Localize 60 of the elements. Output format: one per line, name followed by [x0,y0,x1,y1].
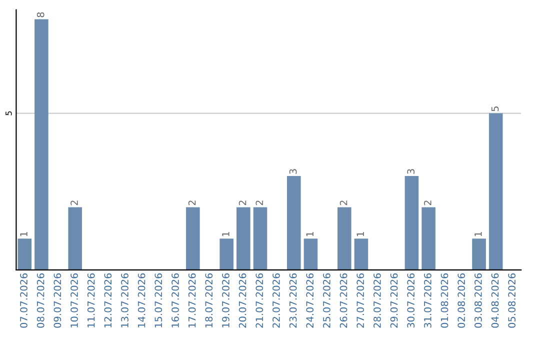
x-tick-label: 21.07.2026 [256,273,264,328]
bar [220,238,234,270]
x-tick-label: 11.07.2026 [87,273,95,328]
x-tick-label: 07.07.2026 [20,273,28,328]
data-label: 1 [474,232,482,236]
bar [68,207,82,270]
bar [34,19,48,270]
x-tick-label: 08.07.2026 [36,273,44,328]
x-tick-label: 26.07.2026 [340,273,348,328]
x-tick-label: 22.07.2026 [272,273,280,328]
data-label: 5 [491,106,499,112]
x-tick-label: 20.07.2026 [238,273,246,328]
x-tick-label: 16.07.2026 [172,273,179,328]
x-tick-label: 12.07.2026 [104,273,112,328]
x-tick-label: 13.07.2026 [121,273,128,328]
x-tick-label: 01.08.2026 [440,273,448,328]
x-tick-label: 28.07.2026 [374,273,381,328]
data-label: 2 [188,200,196,206]
bar [472,238,486,270]
x-tick-label: 15.07.2026 [154,273,162,328]
x-tick-label: 25.07.2026 [323,273,330,328]
bar [236,207,250,270]
data-label: 2 [424,200,432,206]
bar [304,238,318,270]
data-label: 1 [356,232,364,236]
data-label: 3 [407,169,415,174]
x-tick-label: 14.07.2026 [138,273,146,328]
data-label: 1 [20,232,28,236]
bar [404,176,419,270]
x-tick-label: 03.08.2026 [474,273,482,328]
bar [18,238,32,270]
data-label: 1 [306,232,314,236]
x-tick-label: 18.07.2026 [205,273,213,328]
data-label: 2 [70,200,78,206]
bar [286,176,301,270]
x-tick-label: 04.08.2026 [491,273,499,328]
bar [488,113,503,270]
bar [354,238,368,270]
data-label: 8 [36,12,44,18]
x-tick-label: 24.07.2026 [306,273,314,328]
x-tick-label: 17.07.2026 [188,273,196,328]
x-tick-label: 30.07.2026 [407,273,415,328]
x-tick-label: 23.07.2026 [289,273,297,328]
data-label: 3 [289,169,297,174]
x-tick-label: 02.08.2026 [458,273,466,328]
data-label: 2 [340,200,348,206]
bar [253,207,268,270]
x-tick-label: 10.07.2026 [70,273,78,328]
bar [186,207,200,270]
x-tick-label: 29.07.2026 [390,273,398,328]
x-tick-label: 09.07.2026 [54,273,62,328]
data-label: 1 [222,232,230,236]
x-tick-label: 19.07.2026 [222,273,230,328]
data-label: 2 [238,200,246,206]
x-tick-label: 05.08.2026 [508,273,516,328]
data-label: 2 [256,200,263,206]
bar [422,207,436,270]
x-tick-label: 27.07.2026 [356,273,364,328]
x-tick-label: 31.07.2026 [424,273,432,328]
bar [337,207,352,270]
